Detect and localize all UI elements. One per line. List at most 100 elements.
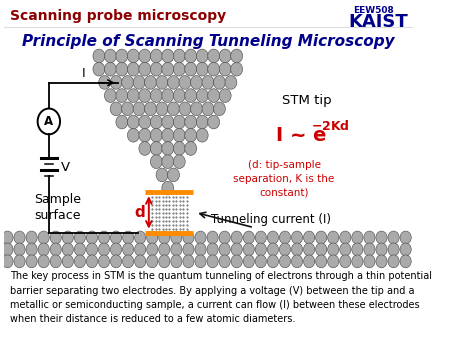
Circle shape bbox=[376, 243, 387, 256]
Circle shape bbox=[219, 231, 230, 244]
Circle shape bbox=[128, 115, 139, 129]
Circle shape bbox=[74, 255, 85, 268]
Circle shape bbox=[267, 231, 279, 244]
Circle shape bbox=[139, 142, 151, 155]
Circle shape bbox=[243, 243, 255, 256]
Circle shape bbox=[185, 142, 197, 155]
Circle shape bbox=[146, 243, 158, 256]
Circle shape bbox=[364, 243, 375, 256]
Circle shape bbox=[146, 231, 158, 244]
Circle shape bbox=[183, 255, 194, 268]
Circle shape bbox=[243, 231, 255, 244]
Circle shape bbox=[2, 231, 13, 244]
Circle shape bbox=[150, 155, 162, 169]
Circle shape bbox=[50, 255, 61, 268]
Circle shape bbox=[225, 76, 237, 89]
Circle shape bbox=[388, 231, 399, 244]
Circle shape bbox=[340, 255, 351, 268]
Circle shape bbox=[195, 231, 206, 244]
Circle shape bbox=[376, 231, 387, 244]
Circle shape bbox=[150, 115, 162, 129]
Circle shape bbox=[185, 89, 197, 103]
Circle shape bbox=[122, 76, 134, 89]
Circle shape bbox=[139, 129, 151, 142]
Circle shape bbox=[196, 115, 208, 129]
Circle shape bbox=[208, 49, 219, 63]
Circle shape bbox=[388, 243, 399, 256]
Circle shape bbox=[168, 76, 180, 89]
Circle shape bbox=[116, 89, 128, 103]
Circle shape bbox=[133, 76, 145, 89]
Circle shape bbox=[171, 255, 182, 268]
Circle shape bbox=[162, 62, 174, 76]
Circle shape bbox=[133, 102, 145, 116]
Circle shape bbox=[62, 231, 73, 244]
Text: KAIST: KAIST bbox=[349, 13, 409, 31]
Circle shape bbox=[196, 49, 208, 63]
Circle shape bbox=[14, 231, 25, 244]
Circle shape bbox=[328, 255, 339, 268]
Circle shape bbox=[340, 231, 351, 244]
Circle shape bbox=[316, 255, 327, 268]
Circle shape bbox=[255, 243, 266, 256]
Circle shape bbox=[303, 243, 315, 256]
Circle shape bbox=[364, 255, 375, 268]
Circle shape bbox=[150, 89, 162, 103]
Circle shape bbox=[173, 49, 185, 63]
Text: Tunneling current (I): Tunneling current (I) bbox=[211, 213, 331, 226]
Circle shape bbox=[207, 243, 218, 256]
Circle shape bbox=[231, 231, 242, 244]
Circle shape bbox=[171, 231, 182, 244]
Circle shape bbox=[162, 115, 174, 129]
Circle shape bbox=[208, 115, 219, 129]
Circle shape bbox=[135, 255, 146, 268]
Circle shape bbox=[150, 49, 162, 63]
Circle shape bbox=[110, 243, 122, 256]
Circle shape bbox=[173, 115, 185, 129]
Circle shape bbox=[173, 129, 185, 142]
Circle shape bbox=[116, 115, 128, 129]
Circle shape bbox=[196, 129, 208, 142]
Circle shape bbox=[292, 231, 303, 244]
Text: Principle of Scanning Tunneling Microscopy: Principle of Scanning Tunneling Microsco… bbox=[22, 34, 394, 49]
Circle shape bbox=[364, 231, 375, 244]
Circle shape bbox=[316, 231, 327, 244]
Circle shape bbox=[213, 76, 225, 89]
Circle shape bbox=[122, 102, 134, 116]
Circle shape bbox=[150, 142, 162, 155]
Circle shape bbox=[185, 62, 197, 76]
Circle shape bbox=[38, 231, 49, 244]
Text: Scanning probe microscopy: Scanning probe microscopy bbox=[10, 9, 226, 23]
Circle shape bbox=[231, 255, 242, 268]
Circle shape bbox=[74, 243, 85, 256]
Circle shape bbox=[74, 231, 85, 244]
Circle shape bbox=[86, 243, 98, 256]
Text: I: I bbox=[82, 67, 85, 80]
Text: STM tip: STM tip bbox=[282, 94, 331, 107]
Circle shape bbox=[162, 155, 174, 169]
Circle shape bbox=[156, 102, 168, 116]
Circle shape bbox=[38, 243, 49, 256]
Circle shape bbox=[159, 231, 170, 244]
Circle shape bbox=[122, 231, 134, 244]
Circle shape bbox=[340, 243, 351, 256]
Circle shape bbox=[171, 243, 182, 256]
Circle shape bbox=[352, 231, 363, 244]
Circle shape bbox=[168, 102, 180, 116]
Text: The key process in STM is the quantum tunneling of electrons through a thin pote: The key process in STM is the quantum tu… bbox=[10, 271, 432, 324]
Circle shape bbox=[255, 231, 266, 244]
Circle shape bbox=[162, 49, 174, 63]
Circle shape bbox=[207, 255, 218, 268]
Circle shape bbox=[2, 243, 13, 256]
Circle shape bbox=[135, 243, 146, 256]
Circle shape bbox=[303, 231, 315, 244]
Circle shape bbox=[150, 62, 162, 76]
Circle shape bbox=[231, 49, 243, 63]
Circle shape bbox=[173, 89, 185, 103]
Text: A: A bbox=[44, 115, 54, 128]
Circle shape bbox=[219, 62, 231, 76]
Circle shape bbox=[168, 168, 180, 182]
Circle shape bbox=[110, 231, 122, 244]
Circle shape bbox=[122, 255, 134, 268]
Text: $\mathbf{-2Kd}$: $\mathbf{-2Kd}$ bbox=[311, 119, 349, 133]
